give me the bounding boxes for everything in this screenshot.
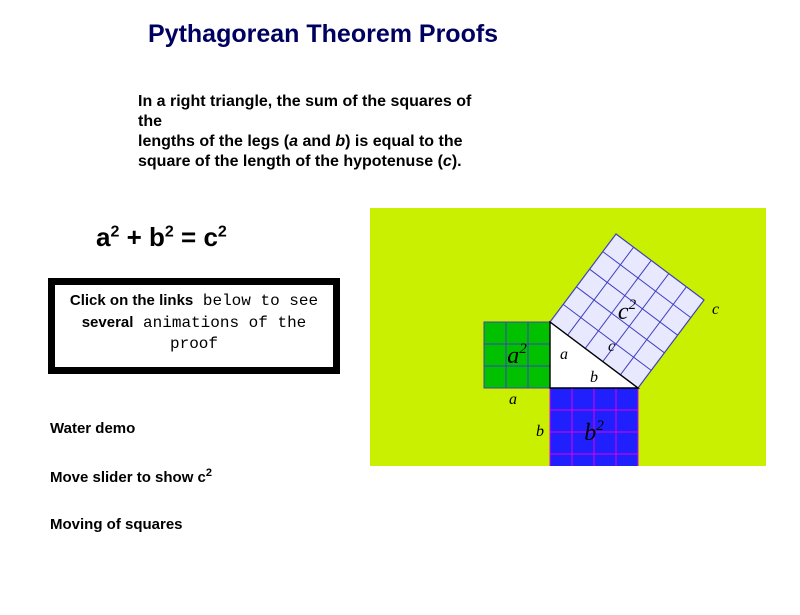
link-slider[interactable]: Move slider to show c2 [50,467,212,486]
intro-line3a: square of the length of the hypotenuse ( [138,153,443,170]
intro-line2a: lengths of the legs ( [138,133,289,150]
formula-b-exp: 2 [165,223,174,240]
formula: a2 + b2 = c2 [96,222,227,253]
formula-c: c [203,222,217,252]
box-t4: animations of the [133,314,306,332]
formula-b: b [149,222,165,252]
pythagoras-diagram: a2b2c2aabbcc [370,208,766,466]
intro-line3c: ). [452,153,462,170]
link-slider-text: Move slider to show c [50,469,206,486]
link-moving-squares[interactable]: Moving of squares [50,516,212,533]
formula-plus: + [119,222,149,252]
formula-c-exp: 2 [218,223,227,240]
instruction-box: Click on the links below to see several … [48,278,340,374]
intro-c: c [443,153,452,170]
links-block: Water demo Move slider to show c2 Moving… [50,420,212,563]
link-slider-exp: 2 [206,467,212,479]
intro-a: a [289,133,298,150]
svg-text:a: a [509,391,517,408]
svg-text:b: b [536,423,544,440]
box-t5: proof [170,335,218,353]
svg-text:b: b [590,369,598,386]
link-water-demo[interactable]: Water demo [50,420,212,437]
intro-line1: In a right triangle, the sum of the squa… [138,93,471,130]
box-t2: below to see [193,292,318,310]
page-title: Pythagorean Theorem Proofs [148,20,498,49]
svg-text:c: c [608,338,615,355]
intro-b: b [335,133,345,150]
intro-line2c: and [298,133,335,150]
formula-eq: = [174,222,204,252]
formula-a: a [96,222,110,252]
box-t3: several [82,314,134,331]
svg-text:a: a [560,346,568,363]
intro-text: In a right triangle, the sum of the squa… [138,92,498,172]
intro-line2e: ) is equal to the [345,133,462,150]
svg-text:c: c [712,301,719,318]
box-t1: Click on the links [70,292,193,309]
